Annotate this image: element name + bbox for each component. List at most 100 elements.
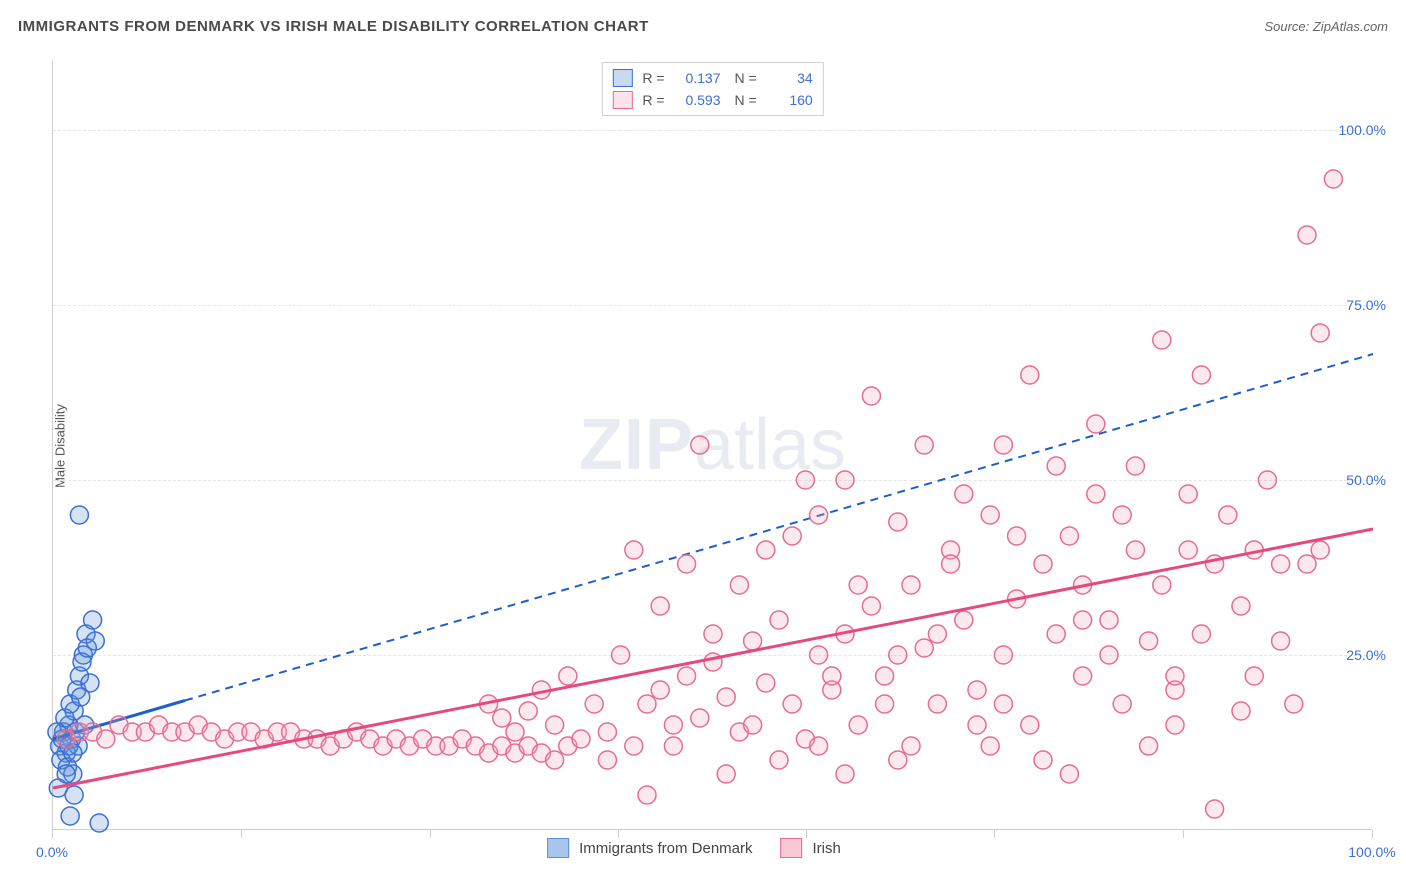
data-point [810,646,828,664]
data-point [598,723,616,741]
data-point [902,737,920,755]
data-point [651,681,669,699]
data-point [783,695,801,713]
y-tick-label: 50.0% [1346,472,1386,488]
legend-n-value: 160 [763,92,813,108]
data-point [981,737,999,755]
data-point [598,751,616,769]
data-point [638,695,656,713]
data-point [823,667,841,685]
data-point [968,681,986,699]
data-point [810,506,828,524]
data-point [968,716,986,734]
data-point [876,695,894,713]
data-point [1113,506,1131,524]
data-point [1021,716,1039,734]
data-point [928,625,946,643]
data-point [876,667,894,685]
data-point [1060,527,1078,545]
data-point [704,625,722,643]
data-point [1179,541,1197,559]
data-point [612,646,630,664]
data-point [783,527,801,545]
data-point [572,730,590,748]
x-tick [52,830,53,838]
trend-line-extension [185,354,1373,701]
data-point [1311,324,1329,342]
data-point [664,737,682,755]
x-tick-label: 100.0% [1348,844,1395,860]
legend-row: R =0.593N =160 [612,89,812,111]
legend-swatch [781,838,803,858]
data-point [1126,541,1144,559]
data-point [704,653,722,671]
data-point [994,695,1012,713]
data-point [97,730,115,748]
legend-n-value: 34 [763,70,813,86]
data-point [1324,170,1342,188]
legend-n-label: N = [735,70,757,86]
legend-label: Immigrants from Denmark [579,840,752,857]
data-point [770,751,788,769]
data-point [1074,667,1092,685]
data-point [1034,555,1052,573]
data-point [1192,625,1210,643]
data-point [849,576,867,594]
x-tick [1183,830,1184,838]
data-point [691,436,709,454]
data-point [691,709,709,727]
data-point [862,597,880,615]
data-point [678,667,696,685]
data-point [1034,751,1052,769]
data-point [72,688,90,706]
data-point [625,737,643,755]
data-point [862,387,880,405]
y-tick-label: 100.0% [1339,122,1386,138]
data-point [1140,737,1158,755]
scatter-plot [53,60,1372,829]
data-point [1074,611,1092,629]
data-point [1166,716,1184,734]
data-point [506,723,524,741]
data-point [664,716,682,734]
data-point [1100,611,1118,629]
data-point [1219,506,1237,524]
legend-n-label: N = [735,92,757,108]
trend-line [53,529,1373,788]
data-point [1298,226,1316,244]
data-point [546,751,564,769]
data-point [1113,695,1131,713]
x-tick-label: 0.0% [36,844,68,860]
x-tick [618,830,619,838]
data-point [546,716,564,734]
data-point [1232,702,1250,720]
data-point [86,632,104,650]
data-point [928,695,946,713]
legend-row: R =0.137N =34 [612,67,812,89]
data-point [955,485,973,503]
data-point [994,436,1012,454]
data-point [942,555,960,573]
data-point [638,786,656,804]
source-credit: Source: ZipAtlas.com [1264,19,1388,34]
data-point [1008,527,1026,545]
data-point [1153,331,1171,349]
data-point [493,709,511,727]
legend-r-value: 0.137 [671,70,721,86]
data-point [810,737,828,755]
x-tick [241,830,242,838]
data-point [889,646,907,664]
data-point [981,506,999,524]
data-point [915,639,933,657]
data-point [744,716,762,734]
data-point [1206,800,1224,818]
data-point [1047,625,1065,643]
data-point [1232,597,1250,615]
data-point [770,611,788,629]
data-point [57,765,75,783]
data-point [757,674,775,692]
data-point [90,814,108,832]
data-point [849,716,867,734]
data-point [836,471,854,489]
legend-top: R =0.137N =34R =0.593N =160 [601,62,823,116]
